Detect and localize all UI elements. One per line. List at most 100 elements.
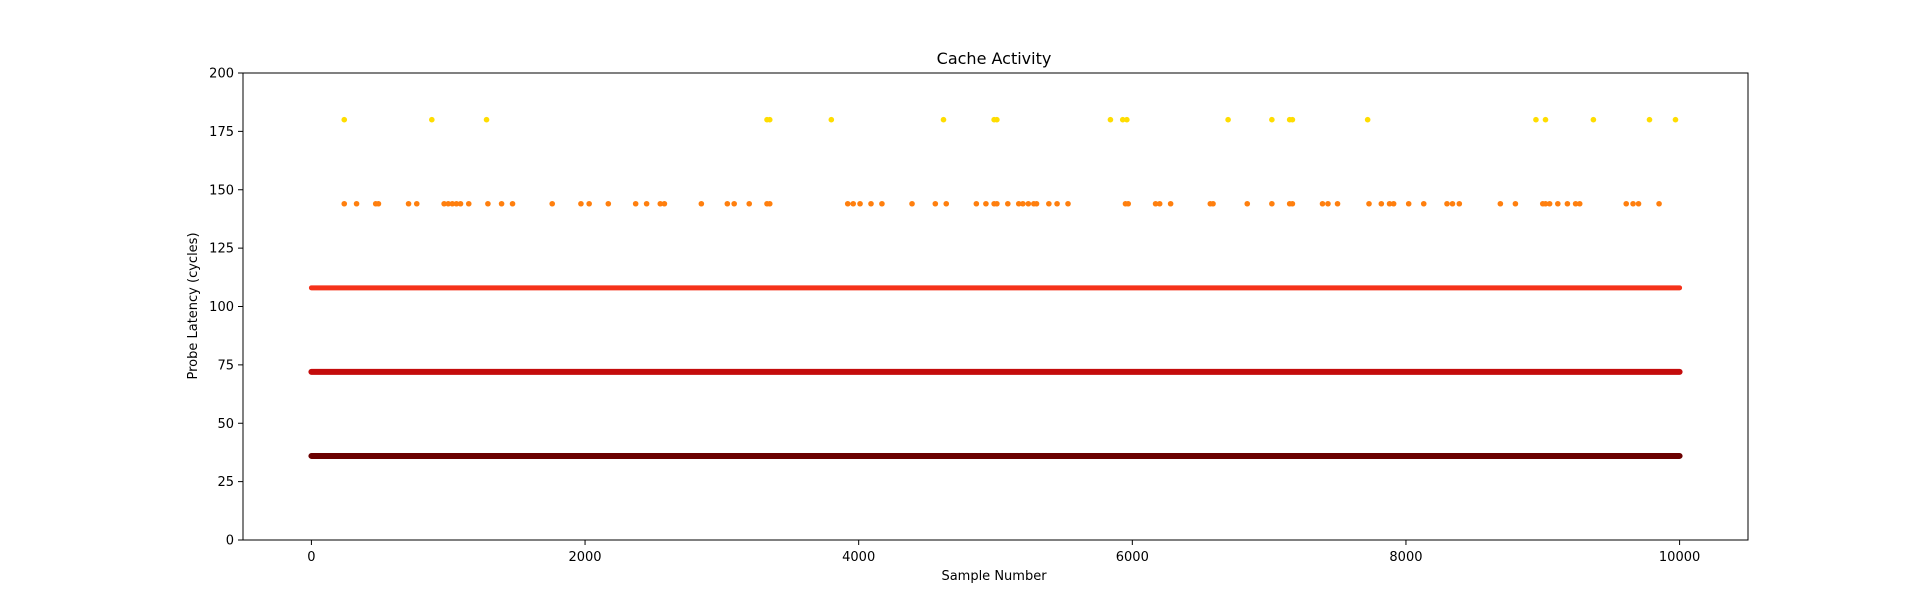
- data-point: [1646, 116, 1653, 123]
- data-point: [698, 200, 705, 207]
- data-point: [1319, 200, 1326, 207]
- data-point: [1046, 200, 1052, 207]
- data-point: [932, 200, 939, 207]
- data-point: [1289, 116, 1296, 123]
- data-point: [632, 200, 639, 207]
- data-point: [1065, 200, 1071, 207]
- x-tick-label: 8000: [1389, 550, 1422, 565]
- data-point: [578, 200, 584, 207]
- plot-frame: [242, 72, 1749, 541]
- data-point: [1512, 200, 1519, 207]
- x-tick-label: 10000: [1659, 550, 1700, 565]
- data-point: [1542, 200, 1549, 207]
- data-point: [1015, 200, 1022, 207]
- data-point: [341, 200, 348, 207]
- y-tick-label: 200: [209, 67, 234, 82]
- data-point: [341, 116, 348, 123]
- data-point: [1444, 200, 1450, 207]
- data-point: [1225, 116, 1231, 123]
- y-tick-label: 50: [217, 417, 234, 432]
- data-point: [429, 116, 435, 123]
- data-point: [1020, 200, 1026, 207]
- data-point: [1107, 116, 1114, 123]
- data-point: [1672, 116, 1679, 123]
- data-point: [943, 200, 950, 207]
- data-point: [1289, 200, 1296, 207]
- data-point: [605, 200, 612, 207]
- data-point: [1533, 116, 1539, 123]
- y-tick-label: 0: [226, 534, 234, 549]
- data-point: [731, 200, 737, 207]
- data-point: [1325, 200, 1331, 207]
- data-point: [498, 200, 505, 207]
- data-point: [857, 200, 863, 207]
- data-point: [465, 200, 472, 207]
- data-point: [1630, 200, 1636, 207]
- data-point: [983, 200, 989, 207]
- data-point: [1390, 200, 1397, 207]
- data-point: [1005, 200, 1011, 207]
- data-point: [868, 200, 874, 207]
- x-tick-label: 2000: [568, 550, 601, 565]
- data-point: [509, 200, 516, 207]
- data-point: [1033, 200, 1040, 207]
- data-point: [1269, 200, 1275, 207]
- data-point: [1456, 200, 1463, 207]
- data-point: [483, 116, 490, 123]
- data-point: [1497, 200, 1504, 207]
- data-point: [1546, 200, 1553, 207]
- data-point: [1167, 200, 1174, 207]
- data-point: [973, 200, 980, 207]
- data-point: [1119, 116, 1126, 123]
- data-point: [1635, 200, 1642, 207]
- data-point: [1623, 200, 1630, 207]
- data-point: [1125, 200, 1132, 207]
- data-point: [485, 200, 491, 207]
- data-point: [1555, 200, 1561, 207]
- chart-title: Cache Activity: [937, 49, 1052, 68]
- data-point: [586, 200, 592, 207]
- data-point: [643, 200, 650, 207]
- data-point: [724, 200, 731, 207]
- x-tick-label: 6000: [1116, 550, 1149, 565]
- data-point: [661, 200, 668, 207]
- data-point: [413, 200, 420, 207]
- data-point: [994, 200, 1000, 207]
- y-tick-label: 150: [209, 183, 234, 198]
- data-point: [1334, 200, 1341, 207]
- data-point: [1152, 200, 1159, 207]
- y-tick-label: 75: [217, 358, 234, 373]
- data-point: [441, 200, 447, 207]
- y-axis: 0 25 50 75 100 125 150 175 200: [209, 67, 243, 549]
- data-point: [1210, 200, 1216, 207]
- x-tick-label: 0: [307, 550, 315, 565]
- data-point: [405, 200, 412, 207]
- data-point: [1572, 200, 1579, 207]
- data-point: [1054, 200, 1060, 207]
- data-point: [766, 200, 773, 207]
- y-tick-label: 175: [209, 125, 234, 140]
- data-point: [1156, 200, 1163, 207]
- data-point: [453, 200, 460, 207]
- data-point: [1405, 200, 1412, 207]
- data-point: [766, 116, 773, 123]
- data-point: [353, 200, 360, 207]
- data-point: [850, 200, 857, 207]
- data-point: [657, 200, 664, 207]
- data-point: [1269, 116, 1275, 123]
- data-point: [449, 200, 456, 207]
- data-point: [1656, 200, 1662, 207]
- data-point: [1244, 200, 1251, 207]
- data-point: [457, 200, 464, 207]
- data-point: [1576, 200, 1583, 207]
- data-point: [1124, 116, 1130, 123]
- data-point: [1564, 200, 1571, 207]
- data-point: [994, 116, 1000, 123]
- data-point: [1025, 200, 1032, 207]
- data-point: [828, 116, 835, 123]
- data-point: [375, 200, 382, 207]
- data-point: [445, 200, 452, 207]
- data-point: [746, 200, 753, 207]
- data-point: [549, 200, 556, 207]
